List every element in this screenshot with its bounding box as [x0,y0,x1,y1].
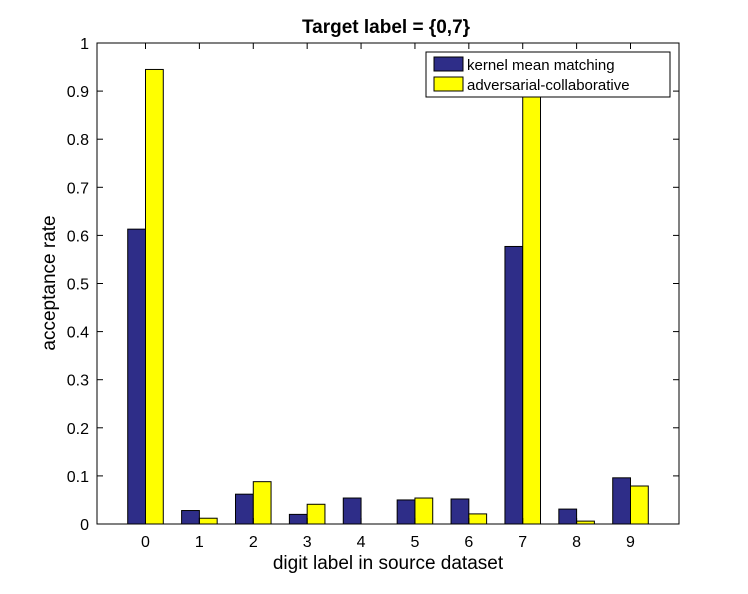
bar-adversarial-collaborative-3 [306,503,326,525]
y-tick-label: 0.3 [67,373,89,390]
legend-swatch-kernel-mean-matching [433,56,464,72]
legend-box [425,51,671,98]
bar-kernel-mean-matching-3 [288,513,308,525]
y-tick-label: 0.9 [67,84,89,101]
y-tick-label: 1 [80,36,89,53]
y-tick-label: 0.6 [67,228,89,245]
y-axis-label: acceptance rate [39,215,60,350]
x-tick-label: 4 [357,534,366,551]
y-tick-label: 0.2 [67,421,89,438]
x-tick-label: 2 [249,534,258,551]
y-tick-label: 0.1 [67,469,89,486]
bar-kernel-mean-matching-8 [558,508,578,525]
bar-kernel-mean-matching-2 [234,493,254,525]
bar-kernel-mean-matching-9 [612,477,632,525]
bar-adversarial-collaborative-7 [522,90,542,525]
bar-adversarial-collaborative-5 [414,497,434,525]
legend-label-kernel-mean-matching: kernel mean matching [467,57,615,74]
bar-kernel-mean-matching-0 [127,228,146,525]
x-tick-label: 8 [572,534,581,551]
bar-kernel-mean-matching-1 [181,510,200,525]
y-tick-label: 0.4 [67,325,89,342]
x-tick-label: 6 [464,534,473,551]
bar-adversarial-collaborative-2 [252,481,272,525]
bars-layer [127,68,649,525]
x-tick-label: 3 [303,534,312,551]
chart-title: Target label = {0,7} [302,17,471,38]
bar-adversarial-collaborative-0 [145,68,164,525]
legend-label-adversarial-collaborative: adversarial-collaborative [467,77,630,94]
bar-adversarial-collaborative-9 [630,485,649,525]
x-tick-label: 9 [626,534,635,551]
bar-adversarial-collaborative-1 [198,517,218,525]
y-tick-label: 0.5 [67,277,89,294]
x-tick-label: 7 [518,534,527,551]
ticks-layer: 0 0.1 0.2 0.3 0.4 0.5 0.6 0.7 0.8 0.9 1 0 1 2 3 4 5 6 7 8 9 [67,36,679,551]
x-tick-label: 1 [195,534,204,551]
x-axis-label: digit label in source dataset [273,553,504,574]
y-tick-label: 0.7 [67,180,89,197]
y-tick-label: 0.8 [67,132,89,149]
legend-swatch-adversarial-collaborative [433,76,464,92]
bar-kernel-mean-matching-6 [450,498,470,525]
bar-kernel-mean-matching-7 [504,245,524,525]
y-tick-label: 0 [80,517,89,534]
x-tick-label: 5 [410,534,419,551]
legend: kernel mean matching adversarial-collabo… [425,51,671,98]
bar-adversarial-collaborative-6 [468,513,488,525]
bar-kernel-mean-matching-4 [342,497,362,525]
bar-kernel-mean-matching-5 [396,499,416,525]
x-tick-label: 0 [141,534,150,551]
